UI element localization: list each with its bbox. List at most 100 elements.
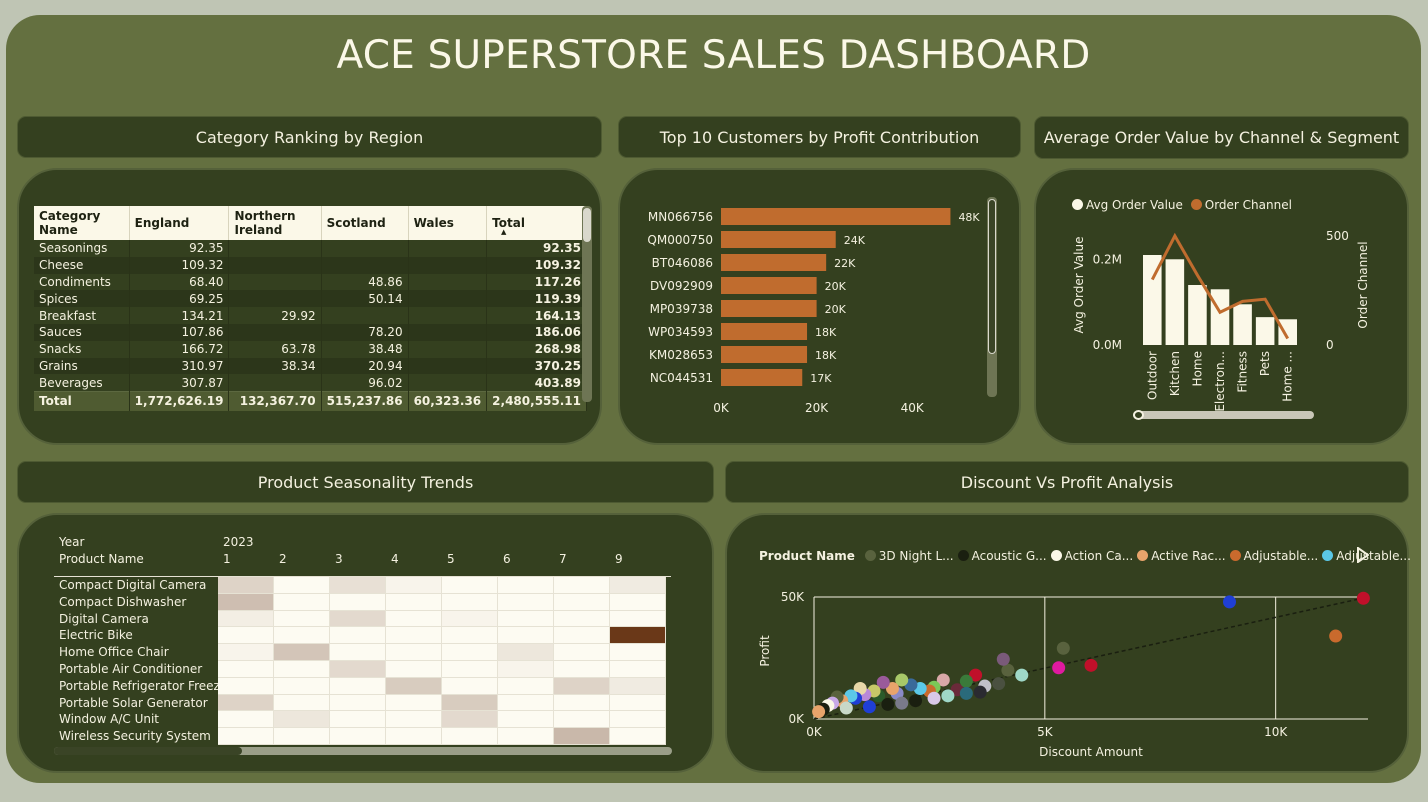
col-england[interactable]: England	[129, 206, 230, 240]
heatmap-cell[interactable]	[498, 694, 554, 712]
heatmap-cell[interactable]	[442, 677, 498, 695]
heatmap-cell[interactable]	[610, 577, 666, 594]
col-wales[interactable]: Wales	[408, 206, 488, 240]
legend-avg-order-value[interactable]: Avg Order Value	[1086, 198, 1183, 212]
heatmap-cell[interactable]	[218, 610, 274, 628]
heatmap-cell[interactable]	[554, 627, 610, 645]
scatter-point[interactable]	[1056, 641, 1070, 655]
heatmap-cell[interactable]	[498, 627, 554, 645]
heatmap-cell[interactable]	[330, 593, 386, 611]
scatter-point[interactable]	[909, 694, 923, 708]
scatter-point[interactable]	[895, 696, 909, 710]
table-row[interactable]: Sauces 107.86 78.20 186.06	[34, 323, 587, 341]
heatmap-cell[interactable]	[554, 728, 610, 745]
heatmap-cell[interactable]	[442, 661, 498, 678]
legend-order-channel[interactable]: Order Channel	[1204, 198, 1292, 212]
matrix-scrollbar-thumb[interactable]	[583, 208, 591, 242]
heatmap-cell[interactable]	[386, 677, 442, 695]
month-header[interactable]: 6	[503, 552, 511, 566]
scatter-point[interactable]	[973, 685, 987, 699]
aov-scrollbar-track[interactable]	[1134, 411, 1314, 419]
heatmap-cell[interactable]	[554, 577, 610, 594]
heatmap-cell[interactable]	[386, 644, 442, 661]
heatmap-cell[interactable]	[274, 728, 330, 745]
heatmap-cell[interactable]	[274, 593, 330, 611]
heatmap-cell[interactable]	[442, 711, 498, 729]
heatmap-cell[interactable]	[218, 644, 274, 661]
table-row[interactable]: Condiments 68.40 48.86 117.26	[34, 273, 587, 291]
aov-bar[interactable]	[1233, 304, 1252, 345]
heatmap-cell[interactable]	[218, 577, 274, 594]
legend-item[interactable]: Adjustable...	[1336, 549, 1411, 563]
scatter-point[interactable]	[885, 682, 899, 695]
heatmap-cell[interactable]	[386, 610, 442, 628]
scatter-point[interactable]	[927, 691, 941, 705]
seasonality-scrollbar-thumb[interactable]	[54, 747, 242, 755]
order-channel-line[interactable]	[1150, 232, 1290, 340]
scatter-point[interactable]	[853, 682, 867, 695]
customer-bar[interactable]	[721, 300, 817, 317]
scatter-point[interactable]	[881, 697, 895, 711]
scatter-point[interactable]	[1223, 595, 1236, 609]
heatmap-cell[interactable]	[442, 610, 498, 628]
customer-bar[interactable]	[721, 254, 827, 271]
heatmap-cell[interactable]	[498, 577, 554, 594]
legend-item[interactable]: Adjustable...	[1243, 549, 1319, 563]
heatmap-cell[interactable]	[442, 728, 498, 745]
legend-item[interactable]: Action Ca...	[1064, 549, 1134, 563]
heatmap-cell[interactable]	[554, 644, 610, 661]
heatmap-cell[interactable]	[386, 728, 442, 745]
scatter-point[interactable]	[1001, 663, 1015, 677]
heatmap-cell[interactable]	[610, 644, 666, 661]
heatmap-cell[interactable]	[274, 627, 330, 645]
heatmap-cell[interactable]	[386, 627, 442, 645]
matrix-scrollbar-track[interactable]	[582, 206, 592, 402]
aov-bar[interactable]	[1210, 289, 1230, 345]
heatmap-cell[interactable]	[274, 677, 330, 695]
scatter-point[interactable]	[862, 700, 876, 714]
heatmap-cell[interactable]	[554, 593, 610, 611]
heatmap-cell[interactable]	[554, 711, 610, 729]
heatmap-cell[interactable]	[554, 694, 610, 712]
heatmap-cell[interactable]	[498, 677, 554, 695]
table-row[interactable]: Cheese 109.32 109.32	[34, 256, 587, 274]
heatmap-cell[interactable]	[330, 677, 386, 695]
heatmap-cell[interactable]	[442, 644, 498, 661]
heatmap-cell[interactable]	[442, 694, 498, 712]
month-header[interactable]: 3	[335, 552, 343, 566]
seasonality-scrollbar-track[interactable]	[54, 747, 672, 755]
scatter-point[interactable]	[969, 668, 983, 682]
heatmap-cell[interactable]	[386, 711, 442, 729]
customers-scrollbar-thumb[interactable]	[988, 199, 996, 354]
scatter-point[interactable]	[1052, 661, 1066, 675]
heatmap-cell[interactable]	[386, 661, 442, 678]
scatter-point[interactable]	[959, 674, 973, 688]
scatter-point[interactable]	[959, 686, 973, 700]
heatmap-cell[interactable]	[498, 610, 554, 628]
scatter-point[interactable]	[1015, 668, 1029, 682]
scatter-point[interactable]	[812, 705, 826, 719]
heatmap-cell[interactable]	[218, 694, 274, 712]
col-northern-ireland[interactable]: Northern Ireland	[228, 206, 322, 240]
month-header[interactable]: 1	[223, 552, 231, 566]
heatmap-cell[interactable]	[442, 627, 498, 645]
month-header[interactable]: 4	[391, 552, 399, 566]
table-row[interactable]: Grains 310.97 38.34 20.94 370.25	[34, 357, 587, 375]
legend-item[interactable]: Acoustic G...	[971, 549, 1047, 563]
heatmap-cell[interactable]	[330, 711, 386, 729]
scatter-point[interactable]	[1329, 629, 1343, 643]
heatmap-cell[interactable]	[610, 711, 666, 729]
heatmap-cell[interactable]	[218, 728, 274, 745]
col-category-name[interactable]: Category Name	[34, 206, 130, 240]
heatmap-cell[interactable]	[554, 677, 610, 695]
table-row[interactable]: Snacks 166.72 63.78 38.48 268.98	[34, 340, 587, 358]
customer-bar[interactable]	[721, 231, 836, 248]
heatmap-cell[interactable]	[274, 610, 330, 628]
scatter-point[interactable]	[996, 652, 1010, 666]
legend-item[interactable]: 3D Night L...	[878, 549, 954, 563]
scatter-point[interactable]	[992, 677, 1006, 691]
heatmap-cell[interactable]	[442, 577, 498, 594]
heatmap-cell[interactable]	[498, 593, 554, 611]
heatmap-cell[interactable]	[610, 694, 666, 712]
heatmap-cell[interactable]	[330, 610, 386, 628]
